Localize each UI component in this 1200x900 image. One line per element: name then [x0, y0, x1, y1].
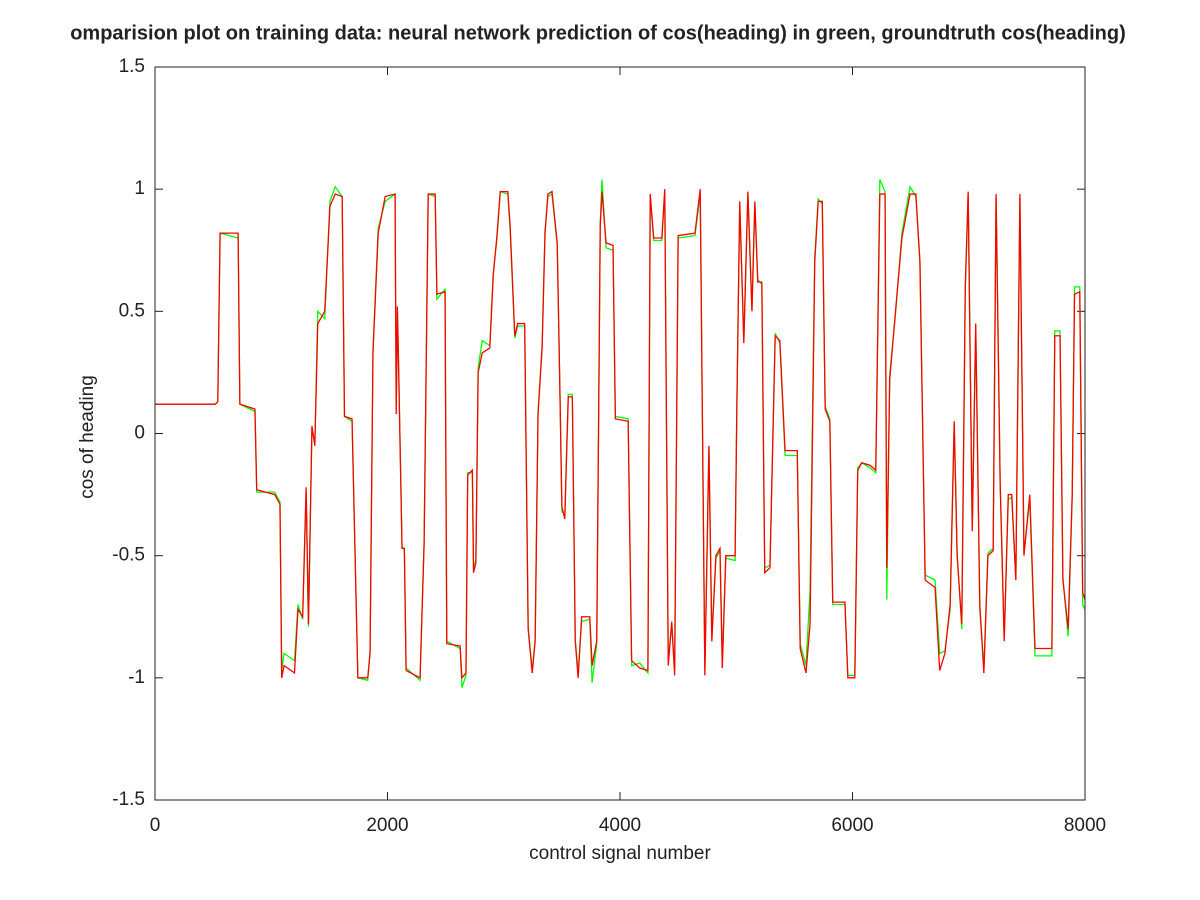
- series-line: [155, 189, 1086, 680]
- y-tick-label: -1.5: [112, 789, 145, 810]
- y-tick-label: 1: [134, 178, 145, 199]
- y-tick-label: -0.5: [112, 545, 145, 566]
- x-axis-label: control signal number: [529, 843, 711, 864]
- y-tick-label: 0.5: [119, 300, 145, 321]
- x-tick-label: 0: [150, 815, 161, 836]
- y-tick-label: 0: [134, 423, 145, 444]
- chart-title: omparision plot on training data: neural…: [70, 22, 1126, 44]
- y-tick-label: -1: [128, 667, 145, 688]
- y-axis-label: cos of heading: [77, 375, 98, 499]
- y-tick-label: 1.5: [119, 56, 145, 77]
- x-tick-label: 8000: [1064, 815, 1106, 836]
- x-tick-label: 2000: [366, 815, 408, 836]
- plot-frame: [154, 66, 1086, 801]
- x-tick-label: 4000: [599, 815, 641, 836]
- x-tick-label: 6000: [831, 815, 873, 836]
